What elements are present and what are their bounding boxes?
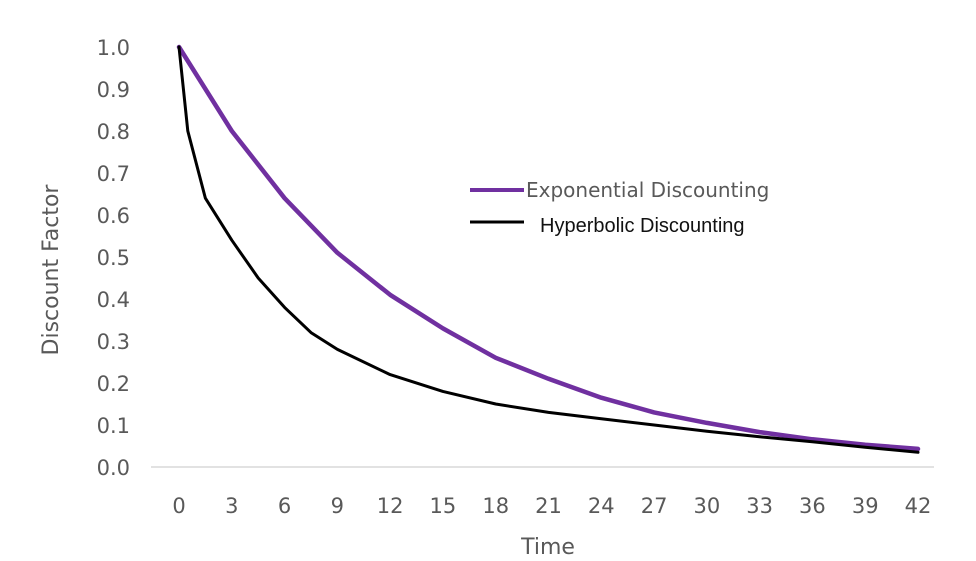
- x-tick-label: 27: [641, 494, 668, 518]
- series-layer: [176, 44, 921, 454]
- legend-label-hyperbolic: Hyperbolic Discounting: [540, 215, 745, 237]
- y-tick-label: 0.1: [97, 414, 130, 438]
- y-axis-title: Discount Factor: [39, 184, 64, 356]
- x-tick-label: 18: [482, 494, 509, 518]
- y-tick-label: 0.8: [97, 120, 130, 144]
- y-tick-label: 0.3: [97, 330, 130, 354]
- y-tick-label: 0.0: [97, 456, 130, 480]
- x-tick-label: 36: [799, 494, 826, 518]
- x-tick-label: 0: [172, 494, 185, 518]
- x-tick-label: 21: [535, 494, 562, 518]
- x-tick-label: 6: [278, 494, 291, 518]
- series-line-hyperbolic: [177, 45, 920, 454]
- x-tick-label: 15: [430, 494, 457, 518]
- y-tick-label: 0.7: [97, 162, 130, 186]
- y-tick-label: 0.2: [97, 372, 130, 396]
- x-tick-label: 30: [693, 494, 720, 518]
- x-tick-label: 42: [905, 494, 932, 518]
- x-tick-label: 39: [852, 494, 879, 518]
- y-axis-tick-labels: 0.0 0.1 0.2 0.3 0.4 0.5 0.6 0.7 0.8 0.9 1.0: [97, 36, 130, 480]
- x-tick-label: 12: [377, 494, 404, 518]
- x-tick-label: 9: [331, 494, 344, 518]
- y-tick-label: 0.4: [97, 288, 130, 312]
- x-tick-label: 24: [588, 494, 615, 518]
- x-tick-label: 33: [746, 494, 773, 518]
- x-axis-title: Time: [520, 535, 575, 560]
- y-tick-label: 1.0: [97, 36, 130, 60]
- series-line-exponential: [176, 44, 921, 452]
- x-axis-tick-labels: 0 3 6 9 12 15 18 21 24 27 30 33 36 39 42: [172, 494, 931, 518]
- y-tick-label: 0.9: [97, 78, 130, 102]
- x-tick-label: 3: [225, 494, 238, 518]
- y-tick-label: 0.6: [97, 204, 130, 228]
- y-tick-label: 0.5: [97, 246, 130, 270]
- legend-label-exponential: Exponential Discounting: [526, 178, 769, 202]
- legend: Exponential Discounting Hyperbolic Disco…: [470, 178, 769, 237]
